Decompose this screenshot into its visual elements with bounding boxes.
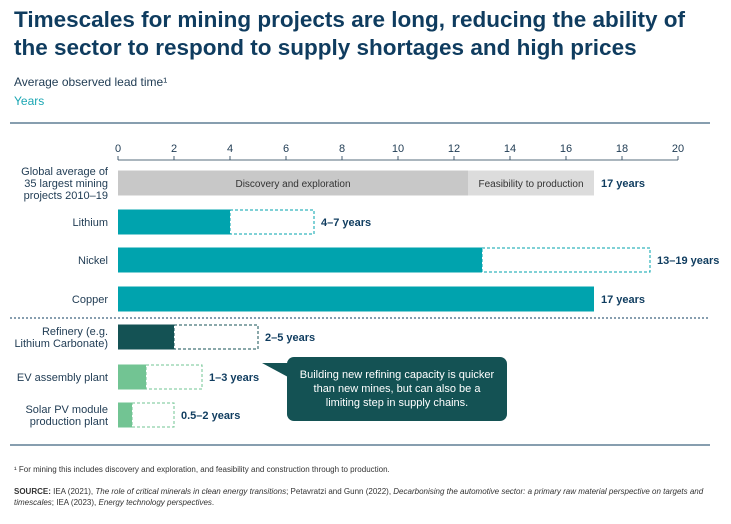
value-label-3: 17 years <box>601 294 645 306</box>
unit-label: Years <box>14 94 45 108</box>
value-label-0: 17 years <box>601 178 645 190</box>
callout-text: Building new refining capacity is quicke… <box>299 369 495 409</box>
source-title-2: Decarbonising the automotive sector: a p… <box>14 487 704 507</box>
lead-time-chart: 0 2 4 6 8 10 12 14 16 18 20 Global average of 35 la… <box>10 122 719 446</box>
bar-min-3 <box>118 286 594 312</box>
category-label-6: Solar PV module production plant <box>25 404 108 428</box>
category-label-4: Refinery (e.g. Lithium Carbonate) <box>14 326 108 350</box>
bar-segment-0-0 <box>118 170 468 196</box>
chart-title: Timescales for mining projects are long,… <box>14 7 685 60</box>
bar-min-4 <box>118 324 174 350</box>
value-label-6: 0.5–2 years <box>181 410 240 422</box>
source-text-3: ; IEA (2023), <box>51 498 99 507</box>
source-text-2: ; Petavratzi and Gunn (2022), <box>286 487 394 496</box>
x-tick-label-7: 14 <box>504 143 516 155</box>
category-label-1: Lithium <box>73 217 108 229</box>
bar-range-5 <box>145 364 203 390</box>
segment-label-0-0: Discovery and exploration <box>235 179 350 190</box>
segment-label-0-1: Feasibility to production <box>478 179 583 190</box>
category-label-5: EV assembly plant <box>17 372 108 384</box>
x-tick-label-10: 20 <box>672 143 684 155</box>
refinery-callout: Building new refining capacity is quicke… <box>287 357 507 421</box>
category-label-2: Nickel <box>78 255 108 267</box>
bar-min-1 <box>118 209 230 235</box>
category-label-0: Global average of 35 largest mining projec… <box>21 166 109 202</box>
source-title-1: The role of critical minerals in clean e… <box>95 487 287 496</box>
bar-range-1 <box>229 209 315 235</box>
value-label-2: 13–19 years <box>657 255 719 267</box>
x-tick-label-4: 8 <box>339 143 345 155</box>
bar-range-6 <box>131 402 175 428</box>
bar-min-6 <box>118 402 132 428</box>
bar-min-2 <box>118 247 482 273</box>
bar-min-5 <box>118 364 146 390</box>
x-tick-label-9: 18 <box>616 143 628 155</box>
source-note: SOURCE: IEA (2021), The role of critical… <box>14 486 719 508</box>
x-tick-label-6: 12 <box>448 143 460 155</box>
source-label: SOURCE: <box>14 487 51 496</box>
value-label-4: 2–5 years <box>265 332 315 344</box>
x-tick-label-3: 6 <box>283 143 289 155</box>
source-title-3: Energy technology perspectives <box>98 498 212 507</box>
value-label-1: 4–7 years <box>321 217 371 229</box>
source-text-4: . <box>211 498 215 507</box>
bar-range-2 <box>481 247 651 273</box>
footnote: ¹ For mining this includes discovery and… <box>14 465 390 474</box>
value-label-5: 1–3 years <box>209 372 259 384</box>
bar-range-4 <box>173 324 259 350</box>
bar-segment-0-1 <box>468 170 594 196</box>
chart-subtitle: Average observed lead time¹ <box>14 75 168 89</box>
x-tick-label-5: 10 <box>392 143 404 155</box>
x-tick-label-2: 4 <box>227 143 233 155</box>
x-tick-label-0: 0 <box>115 143 121 155</box>
source-text-1: IEA (2021), <box>50 487 96 496</box>
x-tick-label-1: 2 <box>171 143 177 155</box>
x-tick-label-8: 16 <box>560 143 572 155</box>
callout-pointer <box>262 363 288 377</box>
category-label-3: Copper <box>72 294 108 306</box>
